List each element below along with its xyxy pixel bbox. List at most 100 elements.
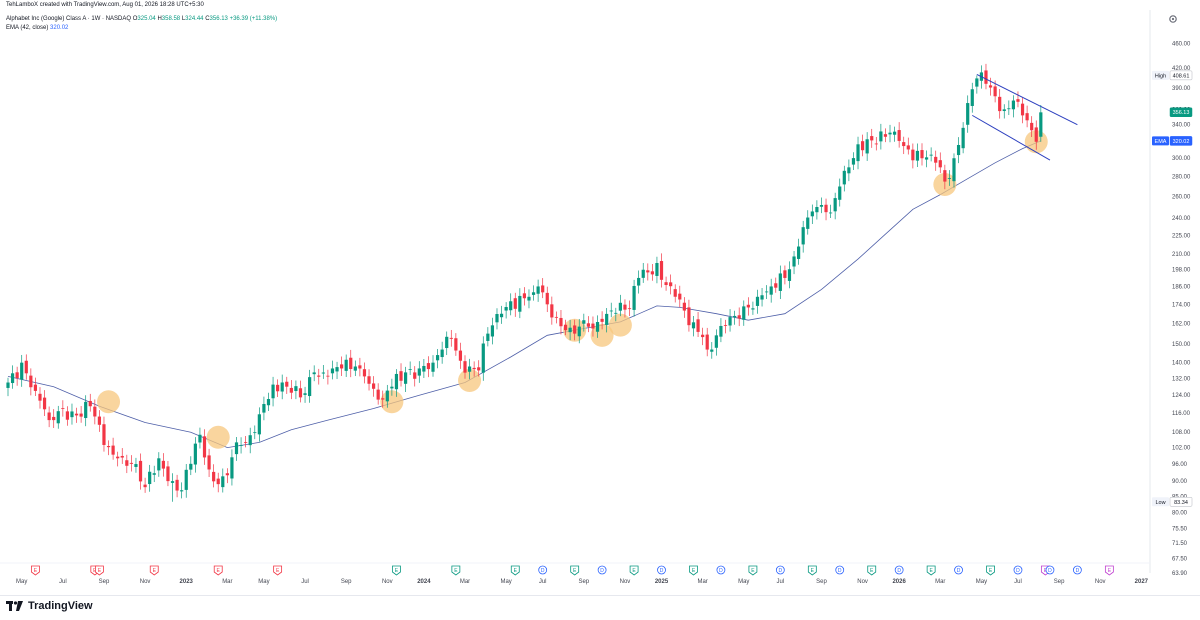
candle[interactable]: [550, 296, 554, 325]
candle[interactable]: [632, 279, 636, 317]
candle[interactable]: [445, 331, 449, 356]
candle[interactable]: [225, 468, 229, 484]
candle[interactable]: [769, 278, 773, 303]
candle[interactable]: [93, 399, 97, 425]
candle[interactable]: [993, 80, 997, 103]
candle[interactable]: [148, 464, 152, 492]
candle[interactable]: [202, 429, 207, 465]
candle[interactable]: [1030, 116, 1034, 137]
candle[interactable]: [810, 204, 814, 224]
candle[interactable]: [815, 200, 819, 220]
candle[interactable]: [6, 377, 10, 397]
candle[interactable]: [819, 197, 824, 214]
candle[interactable]: [568, 319, 572, 341]
candle[interactable]: [97, 410, 101, 432]
candle[interactable]: [422, 359, 426, 378]
candle[interactable]: [975, 75, 979, 94]
candle[interactable]: [723, 319, 728, 334]
dividend-marker[interactable]: D: [894, 565, 904, 575]
candle[interactable]: [746, 297, 750, 316]
candle[interactable]: [403, 366, 408, 392]
candle[interactable]: [966, 95, 970, 133]
candle[interactable]: [367, 369, 371, 391]
candle[interactable]: [29, 368, 33, 396]
candle[interactable]: [358, 357, 362, 377]
candle[interactable]: [582, 313, 586, 332]
candle[interactable]: [600, 311, 604, 330]
candle[interactable]: [934, 150, 938, 171]
candle[interactable]: [760, 287, 764, 307]
candle[interactable]: [806, 210, 810, 235]
candle[interactable]: [20, 354, 24, 387]
candle[interactable]: [216, 472, 220, 493]
candle[interactable]: [120, 448, 124, 464]
candle[interactable]: [15, 366, 19, 386]
candle[interactable]: [129, 455, 133, 472]
candle[interactable]: [678, 285, 682, 308]
candle[interactable]: [874, 137, 878, 151]
candle[interactable]: [924, 150, 929, 168]
earnings-marker[interactable]: E: [213, 565, 223, 576]
candle[interactable]: [984, 63, 988, 90]
candle[interactable]: [751, 301, 755, 315]
earnings-marker[interactable]: E: [31, 565, 40, 576]
candle[interactable]: [134, 457, 138, 473]
candle[interactable]: [797, 238, 801, 265]
candle[interactable]: [499, 305, 504, 324]
dividend-marker[interactable]: D: [538, 565, 548, 575]
candle[interactable]: [116, 451, 120, 467]
candle[interactable]: [481, 336, 485, 381]
candle[interactable]: [998, 89, 1002, 119]
candle[interactable]: [490, 317, 495, 345]
candle[interactable]: [774, 277, 778, 293]
candle[interactable]: [527, 289, 531, 309]
candle[interactable]: [956, 137, 961, 164]
candle[interactable]: [317, 368, 321, 385]
candle[interactable]: [157, 452, 161, 477]
candle[interactable]: [257, 407, 261, 442]
candle[interactable]: [682, 297, 686, 318]
candle[interactable]: [262, 396, 266, 421]
dividend-marker[interactable]: D: [1072, 565, 1082, 575]
candle[interactable]: [408, 361, 412, 376]
candle[interactable]: [563, 319, 568, 336]
candle[interactable]: [605, 308, 609, 333]
candle[interactable]: [897, 122, 901, 148]
earnings-marker[interactable]: E: [570, 565, 580, 576]
earnings-marker[interactable]: E: [149, 565, 159, 576]
candle[interactable]: [879, 123, 883, 150]
dividend-marker[interactable]: D: [775, 565, 785, 575]
candle[interactable]: [650, 263, 654, 281]
earnings-marker[interactable]: E: [451, 565, 461, 576]
candle[interactable]: [24, 354, 28, 380]
candle[interactable]: [65, 406, 70, 426]
candle[interactable]: [865, 132, 869, 161]
candle[interactable]: [541, 278, 545, 299]
candle[interactable]: [175, 474, 179, 498]
candle[interactable]: [618, 294, 622, 317]
candle[interactable]: [362, 362, 367, 384]
candle[interactable]: [888, 124, 892, 143]
earnings-marker[interactable]: E: [95, 565, 104, 576]
gear-icon[interactable]: [1168, 14, 1178, 24]
candle[interactable]: [298, 380, 303, 403]
candle[interactable]: [637, 270, 641, 294]
candle[interactable]: [193, 437, 197, 473]
candle[interactable]: [312, 365, 316, 382]
candle[interactable]: [1025, 105, 1029, 128]
candle[interactable]: [673, 284, 677, 303]
candle[interactable]: [394, 369, 399, 397]
candle[interactable]: [970, 82, 974, 113]
candle[interactable]: [659, 253, 664, 288]
candle[interactable]: [56, 405, 60, 429]
channel-line[interactable]: [976, 74, 1078, 126]
candle[interactable]: [349, 349, 353, 378]
candle[interactable]: [280, 374, 284, 400]
candle[interactable]: [801, 220, 805, 253]
candle[interactable]: [271, 376, 275, 407]
ema-legend[interactable]: EMA (42, close) 320.02: [6, 25, 68, 31]
earnings-marker[interactable]: E: [986, 565, 995, 576]
candle[interactable]: [166, 461, 170, 487]
earnings-marker[interactable]: E: [689, 565, 698, 576]
candle[interactable]: [111, 437, 115, 460]
